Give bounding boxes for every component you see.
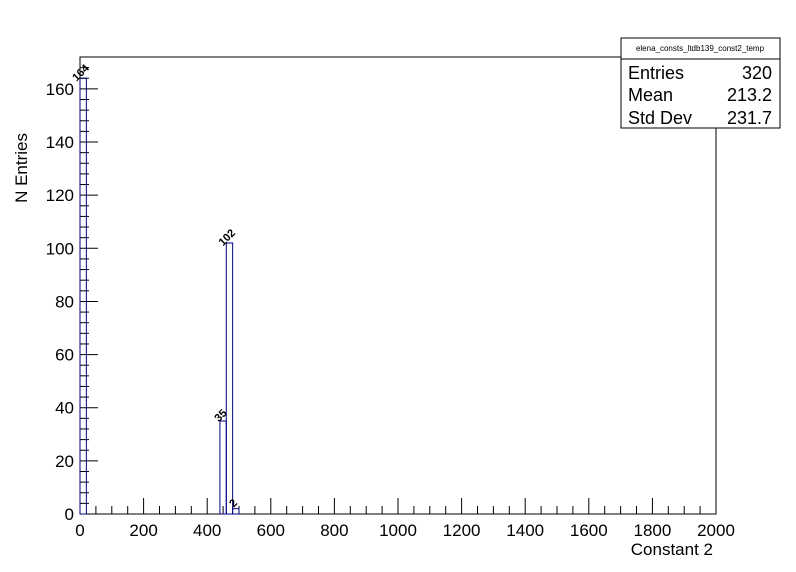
bar-value-label: 102 [217, 227, 238, 248]
x-axis-title: Constant 2 [631, 540, 713, 559]
y-tick-label: 120 [46, 186, 74, 205]
stats-box-title: elena_consts_ltdb139_const2_temp [636, 44, 765, 53]
x-tick-label: 1400 [506, 521, 544, 540]
histogram-bin [219, 420, 227, 515]
x-tick-label: 2000 [697, 521, 735, 540]
stats-mean-value: 213.2 [727, 85, 772, 105]
x-tick-label: 1200 [443, 521, 481, 540]
y-tick-label: 0 [65, 505, 74, 524]
y-tick-label: 40 [55, 399, 74, 418]
y-tick-label: 20 [55, 452, 74, 471]
x-tick-label: 400 [193, 521, 221, 540]
bar-value-label: 2 [227, 497, 240, 510]
x-axis-ticks: 0 200 400 600 800 1000 1200 1400 1600 1800 2000 [75, 498, 735, 540]
y-tick-label: 160 [46, 80, 74, 99]
stats-entries-value: 320 [742, 63, 772, 83]
stats-stddev-value: 231.7 [727, 108, 772, 128]
histogram-bin [225, 242, 234, 515]
y-tick-label: 80 [55, 292, 74, 311]
x-tick-label: 800 [320, 521, 348, 540]
x-tick-label: 200 [129, 521, 157, 540]
y-axis-ticks: 0 20 40 60 80 100 120 140 160 [46, 56, 98, 524]
histogram-bars [79, 77, 240, 515]
histogram-bin [232, 508, 240, 515]
bar-value-label: 35 [212, 407, 229, 424]
x-tick-label: 1000 [379, 521, 417, 540]
y-tick-label: 100 [46, 239, 74, 258]
x-tick-label: 600 [257, 521, 285, 540]
stats-entries-label: Entries [628, 63, 684, 83]
stats-stddev-label: Std Dev [628, 108, 692, 128]
x-tick-label: 1800 [633, 521, 671, 540]
x-tick-label: 1600 [570, 521, 608, 540]
stats-mean-label: Mean [628, 85, 673, 105]
y-tick-label: 60 [55, 346, 74, 365]
x-tick-label: 0 [75, 521, 84, 540]
stats-box: elena_consts_ltdb139_const2_temp Entries… [620, 37, 781, 129]
y-axis-title: N Entries [12, 133, 31, 203]
histogram-bin [79, 77, 87, 515]
y-tick-label: 140 [46, 133, 74, 152]
